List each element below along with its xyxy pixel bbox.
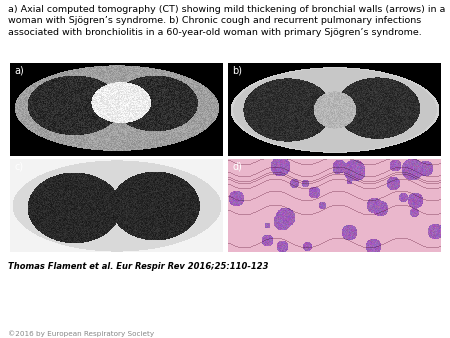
Text: a): a) (14, 66, 24, 76)
Text: c): c) (14, 162, 23, 172)
Text: d): d) (232, 162, 242, 172)
Text: b): b) (232, 66, 242, 76)
Text: ©2016 by European Respiratory Society: ©2016 by European Respiratory Society (8, 330, 154, 337)
Text: Thomas Flament et al. Eur Respir Rev 2016;25:110-123: Thomas Flament et al. Eur Respir Rev 201… (8, 262, 269, 271)
Text: a) Axial computed tomography (CT) showing mild thickening of bronchial walls (ar: a) Axial computed tomography (CT) showin… (8, 5, 446, 37)
